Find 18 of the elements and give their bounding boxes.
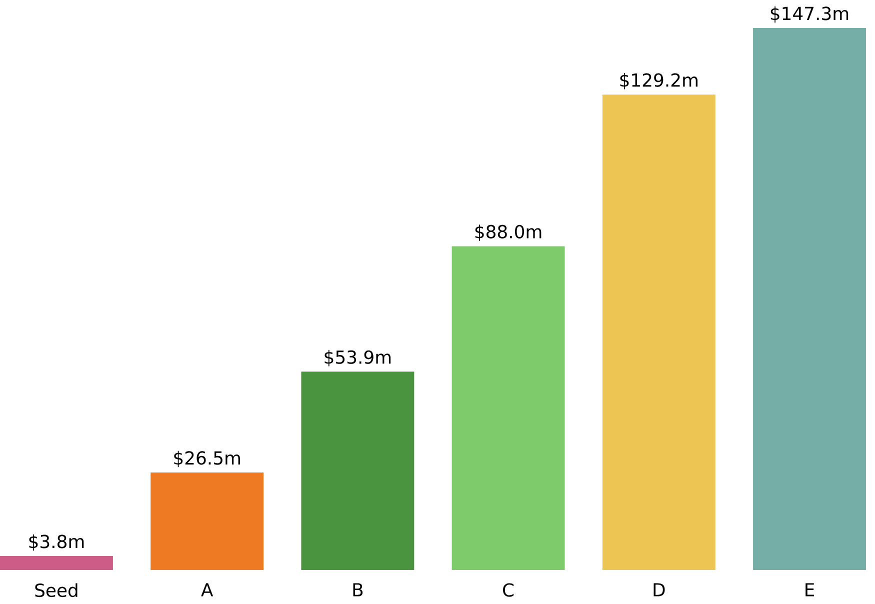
- x-tick-label: Seed: [35, 583, 78, 598]
- data-label: $147.3m: [770, 6, 848, 23]
- x-tick-label: D: [654, 583, 665, 596]
- x-tick-label: B: [353, 583, 363, 596]
- bar: [753, 28, 866, 570]
- data-label: $88.0m: [475, 224, 542, 241]
- x-tick-label: A: [201, 583, 214, 596]
- x-tick-label: E: [806, 583, 814, 596]
- bar: [301, 372, 414, 570]
- data-label: $3.8m: [29, 534, 84, 551]
- bar: [150, 472, 264, 570]
- bar: [452, 246, 565, 570]
- data-label: $129.2m: [620, 72, 698, 90]
- bar: [0, 556, 113, 570]
- bar: [602, 94, 716, 570]
- data-label: $26.5m: [174, 450, 240, 468]
- x-tick-label: C: [503, 583, 514, 597]
- data-label: $53.9m: [324, 350, 391, 366]
